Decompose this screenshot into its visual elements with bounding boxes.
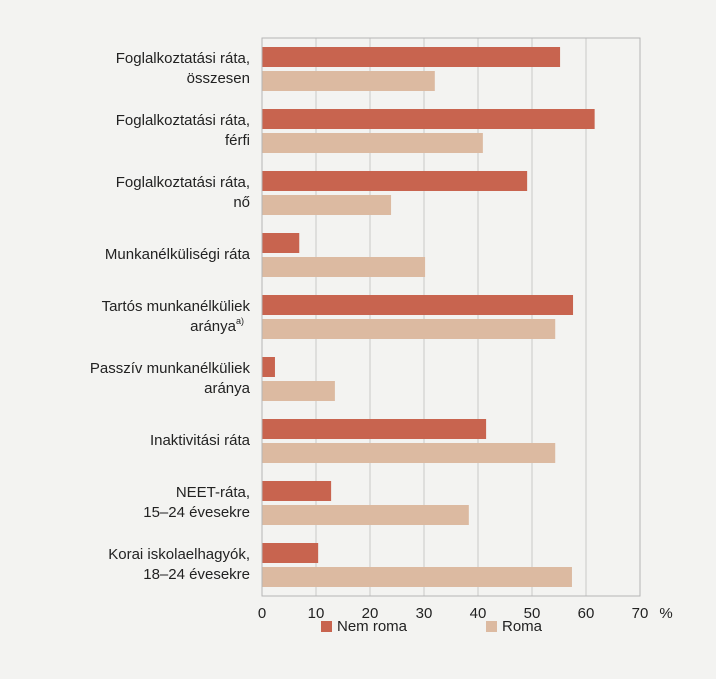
category-label-line: Foglalkoztatási ráta, — [116, 112, 250, 129]
legend-swatch — [486, 621, 497, 632]
bar — [262, 381, 335, 401]
x-tick-label: 0 — [258, 605, 266, 622]
x-tick-label: 10 — [308, 605, 325, 622]
category-label: NEET-ráta, — [176, 484, 250, 501]
footnote-mark: a) — [236, 316, 244, 326]
category-label: 18–24 évesekre — [143, 566, 250, 583]
category-label: 15–24 évesekre — [143, 504, 250, 521]
legend-label: Nem roma — [337, 618, 408, 635]
category-label-line: 15–24 évesekre — [143, 504, 250, 521]
category-label-line: férfi — [225, 132, 250, 149]
x-tick-label: 20 — [362, 605, 379, 622]
bar — [262, 419, 487, 439]
category-label: aránya — [204, 380, 251, 397]
bar — [262, 295, 574, 315]
x-tick-label: 70 — [632, 605, 649, 622]
bar — [262, 195, 392, 215]
category-label-line: 18–24 évesekre — [143, 566, 250, 583]
bar — [262, 171, 528, 191]
category-label: összesen — [187, 70, 250, 87]
bar — [262, 47, 561, 67]
x-unit: % — [659, 605, 672, 622]
x-tick-label: 50 — [524, 605, 541, 622]
category-label: Tartós munkanélküliek — [102, 298, 251, 315]
bar — [262, 357, 275, 377]
category-label: Passzív munkanélküliek — [90, 360, 251, 377]
plot-frame — [261, 37, 641, 597]
category-label-line: Foglalkoztatási ráta, — [116, 174, 250, 191]
x-tick-label: 30 — [416, 605, 433, 622]
category-label-line: nő — [233, 194, 250, 211]
category-label-line: Foglalkoztatási ráta, — [116, 50, 250, 67]
bar — [262, 71, 435, 91]
category-label-line: Inaktivitási ráta — [150, 432, 251, 449]
category-label: férfi — [225, 132, 250, 149]
category-label-line: aránya — [204, 380, 251, 397]
category-label: Foglalkoztatási ráta, — [116, 50, 250, 67]
x-tick-label: 40 — [470, 605, 487, 622]
category-label-line: NEET-ráta, — [176, 484, 250, 501]
legend-label: Roma — [502, 618, 543, 635]
category-label-line: Korai iskolaelhagyók, — [108, 546, 250, 563]
category-label-line: összesen — [187, 70, 250, 87]
bar — [262, 443, 556, 463]
bar — [262, 109, 595, 129]
category-label: Inaktivitási ráta — [150, 432, 251, 449]
bar — [262, 257, 426, 277]
category-label-line: aránya — [190, 318, 237, 335]
category-label: nő — [233, 194, 250, 211]
bar — [262, 567, 572, 587]
legend-swatch — [321, 621, 332, 632]
bar — [262, 481, 332, 501]
category-label: Foglalkoztatási ráta, — [116, 174, 250, 191]
category-label: Korai iskolaelhagyók, — [108, 546, 250, 563]
bar — [262, 233, 300, 253]
category-label: Foglalkoztatási ráta, — [116, 112, 250, 129]
bar — [262, 543, 319, 563]
x-tick-label: 60 — [578, 605, 595, 622]
category-label-line: Tartós munkanélküliek — [102, 298, 251, 315]
bar — [262, 505, 469, 525]
bar — [262, 133, 483, 153]
category-label: arányaa) — [190, 316, 244, 335]
category-label: Munkanélküliségi ráta — [105, 246, 251, 263]
bar — [262, 319, 556, 339]
category-label-line: Passzív munkanélküliek — [90, 360, 251, 377]
category-label-line: Munkanélküliségi ráta — [105, 246, 251, 263]
